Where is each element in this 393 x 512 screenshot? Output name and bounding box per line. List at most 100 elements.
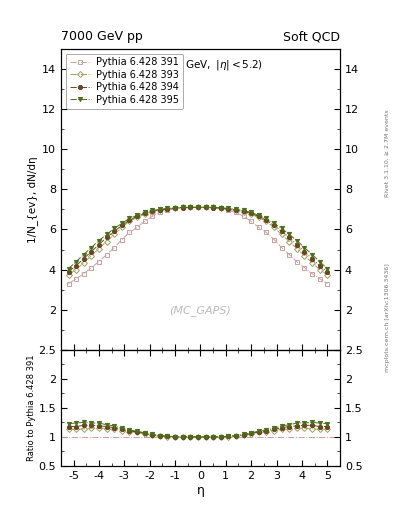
Pythia 6.428 391 (142, 218, 147, 224)
Pythia 6.428 393 (279, 231, 284, 238)
Pythia 6.428 394 (219, 205, 223, 211)
Text: (MC_GAPS): (MC_GAPS) (169, 305, 231, 316)
Pythia 6.428 391 (74, 275, 79, 282)
Pythia 6.428 391 (233, 209, 238, 216)
Pythia 6.428 391 (150, 214, 154, 220)
Pythia 6.428 391 (272, 237, 276, 243)
Pythia 6.428 394 (104, 234, 109, 241)
Pythia 6.428 393 (112, 231, 117, 238)
Pythia 6.428 391 (173, 205, 177, 211)
Pythia 6.428 395 (196, 204, 200, 210)
Pythia 6.428 395 (203, 204, 208, 210)
Pythia 6.428 391 (241, 214, 246, 220)
Pythia 6.428 391 (104, 251, 109, 258)
Pythia 6.428 393 (241, 209, 246, 216)
Pythia 6.428 395 (325, 266, 330, 272)
Pythia 6.428 395 (256, 212, 261, 219)
Pythia 6.428 394 (233, 207, 238, 213)
Line: Pythia 6.428 394: Pythia 6.428 394 (66, 205, 329, 274)
Pythia 6.428 391 (89, 265, 94, 271)
Text: $(p_T > 0.2\ \mathrm{GeV},\ |\eta| < 5.2)$: $(p_T > 0.2\ \mathrm{GeV},\ |\eta| < 5.2… (138, 58, 263, 72)
Pythia 6.428 391 (256, 224, 261, 230)
Pythia 6.428 394 (66, 269, 71, 275)
Pythia 6.428 395 (104, 231, 109, 238)
Pythia 6.428 395 (226, 205, 231, 211)
Pythia 6.428 395 (119, 220, 124, 226)
Pythia 6.428 394 (89, 248, 94, 254)
Pythia 6.428 394 (173, 205, 177, 211)
Pythia 6.428 395 (302, 244, 307, 250)
Pythia 6.428 391 (294, 259, 299, 265)
Pythia 6.428 393 (211, 204, 215, 210)
Pythia 6.428 394 (287, 234, 292, 241)
Text: 7000 GeV pp: 7000 GeV pp (61, 30, 143, 43)
Pythia 6.428 395 (249, 209, 253, 216)
Pythia 6.428 393 (104, 239, 109, 245)
Pythia 6.428 391 (165, 207, 170, 214)
Pythia 6.428 394 (226, 206, 231, 212)
Pythia 6.428 394 (158, 207, 162, 213)
Pythia 6.428 394 (256, 214, 261, 220)
Pythia 6.428 391 (135, 224, 140, 230)
Pythia 6.428 393 (188, 204, 193, 210)
Pythia 6.428 394 (249, 210, 253, 217)
Pythia 6.428 394 (188, 204, 193, 210)
Pythia 6.428 393 (127, 218, 132, 224)
Pythia 6.428 391 (112, 244, 117, 250)
Pythia 6.428 393 (302, 252, 307, 259)
Text: Rivet 3.1.10, ≥ 2.7M events: Rivet 3.1.10, ≥ 2.7M events (385, 110, 389, 198)
Pythia 6.428 395 (173, 205, 177, 211)
Pythia 6.428 395 (112, 225, 117, 231)
Pythia 6.428 393 (89, 252, 94, 259)
Pythia 6.428 395 (287, 231, 292, 238)
Pythia 6.428 393 (233, 207, 238, 214)
Pythia 6.428 391 (119, 237, 124, 243)
Pythia 6.428 395 (310, 251, 314, 258)
Line: Pythia 6.428 393: Pythia 6.428 393 (66, 205, 329, 277)
Pythia 6.428 394 (294, 242, 299, 248)
Pythia 6.428 391 (317, 275, 322, 282)
Pythia 6.428 395 (241, 207, 246, 214)
Pythia 6.428 395 (135, 212, 140, 219)
Pythia 6.428 393 (119, 224, 124, 230)
Pythia 6.428 393 (264, 218, 269, 224)
Pythia 6.428 391 (226, 207, 231, 214)
Pythia 6.428 393 (203, 204, 208, 210)
Pythia 6.428 393 (226, 206, 231, 212)
Pythia 6.428 393 (74, 267, 79, 273)
Pythia 6.428 394 (317, 263, 322, 269)
Pythia 6.428 395 (180, 204, 185, 210)
Pythia 6.428 393 (135, 215, 140, 221)
Line: Pythia 6.428 395: Pythia 6.428 395 (66, 205, 329, 271)
Pythia 6.428 394 (180, 205, 185, 211)
Pythia 6.428 395 (233, 206, 238, 212)
Pythia 6.428 394 (272, 222, 276, 228)
Y-axis label: 1/N_{ev}, dN/dη: 1/N_{ev}, dN/dη (27, 156, 38, 243)
Pythia 6.428 394 (241, 208, 246, 215)
Pythia 6.428 393 (150, 209, 154, 216)
Pythia 6.428 391 (127, 229, 132, 236)
Pythia 6.428 393 (287, 239, 292, 245)
Pythia 6.428 395 (127, 216, 132, 222)
Pythia 6.428 391 (203, 204, 208, 210)
Pythia 6.428 394 (211, 205, 215, 211)
Pythia 6.428 395 (150, 207, 154, 214)
Pythia 6.428 394 (325, 269, 330, 275)
Y-axis label: Ratio to Pythia 6.428 391: Ratio to Pythia 6.428 391 (26, 355, 35, 461)
Pythia 6.428 391 (66, 281, 71, 287)
Pythia 6.428 394 (150, 208, 154, 215)
Pythia 6.428 393 (81, 260, 86, 266)
Pythia 6.428 395 (74, 259, 79, 265)
Pythia 6.428 393 (66, 271, 71, 278)
Pythia 6.428 394 (119, 222, 124, 228)
Pythia 6.428 393 (97, 245, 101, 251)
Pythia 6.428 393 (158, 207, 162, 214)
Pythia 6.428 391 (325, 281, 330, 287)
Pythia 6.428 395 (219, 205, 223, 211)
Pythia 6.428 394 (310, 255, 314, 262)
Pythia 6.428 391 (188, 204, 193, 210)
Pythia 6.428 393 (142, 211, 147, 218)
Pythia 6.428 393 (249, 211, 253, 218)
Pythia 6.428 391 (97, 259, 101, 265)
Pythia 6.428 391 (158, 209, 162, 216)
